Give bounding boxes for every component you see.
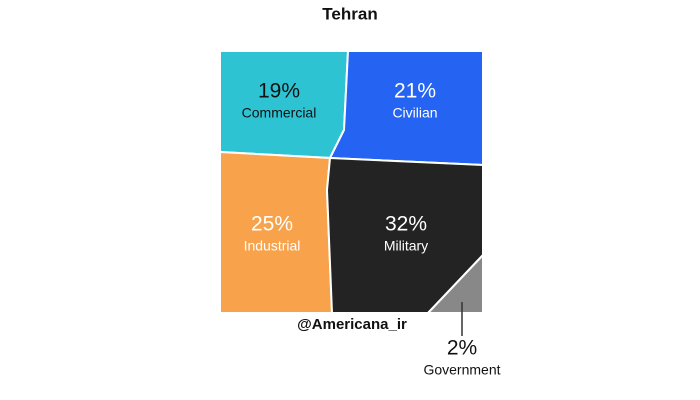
chart-title: Tehran — [322, 4, 377, 23]
value-label: 21% — [394, 80, 436, 103]
category-label: Industrial — [244, 238, 301, 254]
treemap: 19% Commercial 21% Civilian 25% Industrial 32%… — [219, 50, 501, 378]
category-label: Government — [423, 362, 500, 378]
value-label: 2% — [447, 337, 477, 360]
cell — [425, 252, 484, 314]
value-label: 32% — [385, 213, 427, 236]
category-label: Civilian — [392, 105, 437, 121]
value-label: 19% — [258, 80, 300, 103]
watermark: @Americana_ir — [297, 316, 407, 333]
category-label: Military — [384, 238, 428, 254]
category-label: Commercial — [242, 105, 317, 121]
value-label: 25% — [251, 213, 293, 236]
